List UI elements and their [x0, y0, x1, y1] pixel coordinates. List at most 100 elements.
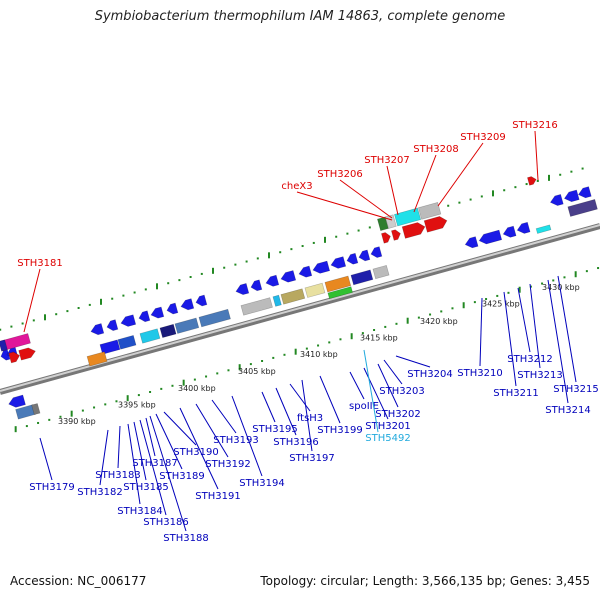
gene-shape [327, 286, 353, 300]
leader-line [339, 179, 393, 219]
leader-line [529, 283, 541, 369]
gene-label: STH3211 [493, 388, 538, 399]
gene-label: STH3208 [413, 144, 458, 155]
gene-shape [159, 323, 177, 339]
leader-line [503, 291, 517, 387]
gene-label: STH3193 [213, 435, 258, 446]
gene-arrow [391, 229, 401, 241]
gene-shape [350, 269, 374, 286]
scale-label: 3430 kbp [542, 283, 580, 292]
gene-shape [195, 294, 208, 307]
gene-shape [401, 222, 426, 239]
gene-shape [99, 339, 121, 355]
leader-line [163, 411, 197, 446]
leader-line [547, 279, 569, 404]
leader-line [386, 165, 399, 216]
leader-line [275, 387, 297, 436]
gene-block [327, 286, 353, 300]
gene-shape [18, 347, 36, 361]
gene-block [0, 339, 8, 352]
gene-shape [280, 288, 306, 305]
scale-label: 3420 kbp [420, 317, 458, 326]
gene-arrow [180, 298, 195, 311]
gene-block [324, 275, 352, 293]
gene-shape [265, 274, 280, 287]
gene-arrow [370, 246, 383, 258]
gene-label: STH3209 [460, 132, 505, 143]
gene-shape [280, 270, 297, 283]
leader-line [319, 375, 341, 424]
gene-shape [90, 323, 105, 336]
leader-line [534, 130, 539, 181]
scale-label: 3395 kbp [118, 400, 156, 409]
gene-label: STH3212 [507, 354, 552, 365]
gene-shape [312, 260, 331, 274]
leader-line [383, 359, 403, 385]
gene-shape [535, 224, 552, 234]
gene-label: STH3186 [143, 517, 188, 528]
gene-block [567, 199, 598, 217]
gene-shape [346, 252, 359, 265]
gene-block [280, 288, 306, 305]
scale-label: 3400 kbp [178, 384, 216, 393]
gene-arrow [0, 349, 11, 361]
gene-shape [385, 214, 397, 229]
gene-shape [298, 265, 313, 278]
leader-line [296, 191, 393, 221]
leader-line [211, 399, 237, 434]
leader-line [413, 154, 437, 213]
gene-arrow [401, 222, 426, 239]
gene-label: STH3213 [517, 370, 562, 381]
gene-label: STH3215 [553, 384, 598, 395]
gene-shape [150, 306, 165, 319]
gene-shape [567, 199, 598, 217]
gene-shape [423, 216, 448, 233]
gene-arrow [8, 351, 21, 364]
gene-arrow [18, 347, 36, 361]
gene-shape [372, 265, 390, 280]
gene-shape [86, 351, 108, 367]
gene-label: STH3196 [273, 437, 318, 448]
gene-arrow [150, 306, 165, 319]
gene-shape [502, 225, 517, 238]
gene-block [198, 308, 231, 328]
leader-line [289, 383, 311, 412]
gene-arrow [106, 319, 119, 331]
gene-block [240, 297, 273, 316]
scale-label: 3415 kbp [360, 333, 398, 342]
gene-label: STH3189 [159, 471, 204, 482]
gene-block [350, 269, 374, 286]
topology-label: Topology: circular; Length: 3,566,135 bp… [260, 574, 590, 588]
leader-line [149, 415, 187, 532]
gene-label: STH3188 [163, 533, 208, 544]
gene-arrow [502, 225, 517, 238]
gene-arrow [235, 283, 250, 295]
gene-shape [272, 294, 282, 307]
gene-shape [516, 221, 531, 234]
gene-arrow [549, 193, 564, 206]
backbone-highlight [0, 224, 600, 392]
leader-line [363, 349, 379, 433]
gene-shape [120, 314, 137, 327]
gene-label: STH3187 [132, 458, 177, 469]
leader-line [99, 429, 109, 486]
gene-shape [117, 335, 137, 350]
gene-shape [8, 351, 21, 364]
leader-line [231, 395, 263, 477]
gene-shape [0, 339, 8, 352]
gene-arrow [120, 314, 137, 327]
gene-shape [330, 256, 347, 269]
leader-line [155, 413, 183, 470]
leader-line [261, 391, 276, 423]
gene-shape [235, 283, 250, 295]
gene-block [174, 317, 200, 334]
gene-block [304, 282, 326, 298]
leader-line [349, 371, 365, 400]
gene-block [535, 224, 552, 234]
gene-label: STH3181 [17, 258, 62, 269]
leader-line [479, 297, 483, 367]
gene-label: STH3210 [457, 368, 502, 379]
gene-shape [370, 246, 383, 258]
gene-arrow [298, 265, 313, 278]
leader-line [127, 423, 141, 505]
